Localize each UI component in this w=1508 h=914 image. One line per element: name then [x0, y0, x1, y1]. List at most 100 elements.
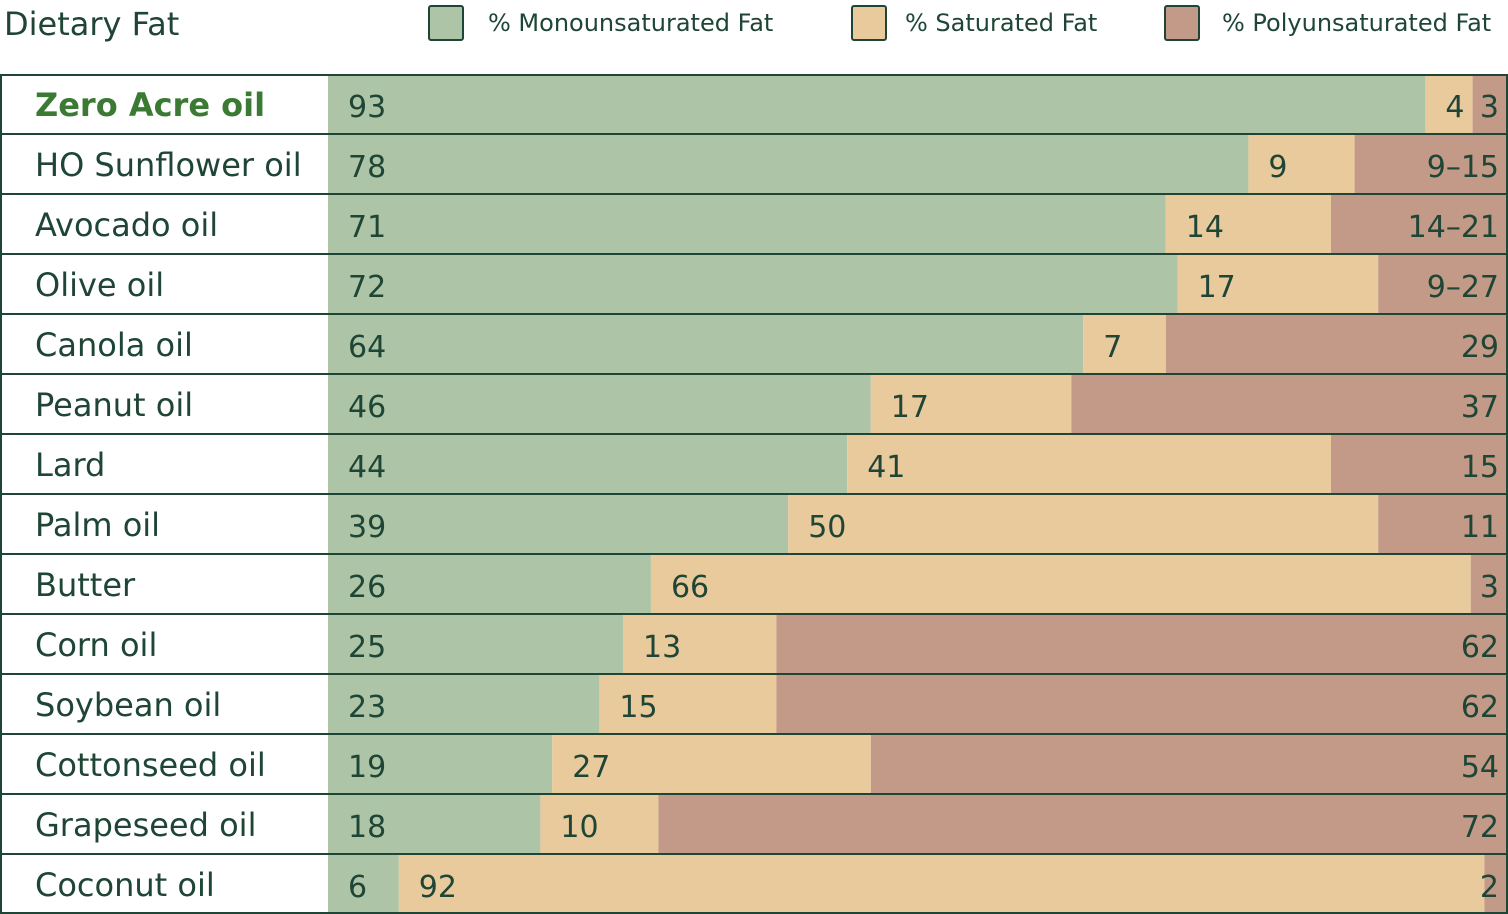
bar-segment-grapeseed-oil-polyunsaturated	[658, 794, 1508, 854]
data-label-canola-oil-saturated: 7	[1103, 330, 1122, 365]
data-label-palm-oil-polyunsaturated: 11	[1461, 510, 1499, 545]
data-label-butter-monounsaturated: 26	[348, 570, 386, 605]
chart-title: Dietary Fat	[4, 5, 180, 43]
row-label-lard: Lard	[35, 446, 105, 484]
data-label-coconut-oil-monounsaturated: 6	[348, 870, 367, 905]
legend-item-polyunsaturated: % Polyunsaturated Fat	[1164, 3, 1491, 43]
data-label-zero-acre-oil-saturated: 4	[1445, 90, 1464, 125]
data-label-butter-saturated: 66	[671, 570, 709, 605]
bar-segment-lard-polyunsaturated	[1331, 434, 1508, 494]
bar-segment-grapeseed-oil-monounsaturated	[328, 794, 541, 854]
bar-segment-peanut-oil-saturated	[870, 374, 1072, 434]
bar-segment-coconut-oil-saturated	[398, 854, 1485, 914]
data-label-lard-polyunsaturated: 15	[1461, 450, 1499, 485]
data-label-palm-oil-monounsaturated: 39	[348, 510, 386, 545]
row-label-ho-sunflower-oil: HO Sunflower oil	[35, 146, 302, 184]
data-label-cottonseed-oil-saturated: 27	[572, 750, 610, 785]
data-label-peanut-oil-saturated: 17	[891, 390, 929, 425]
legend-label-monounsaturated: % Monounsaturated Fat	[488, 9, 774, 37]
row-label-coconut-oil: Coconut oil	[35, 866, 215, 904]
bar-segment-zero-acre-oil-monounsaturated	[328, 74, 1426, 134]
data-label-cottonseed-oil-monounsaturated: 19	[348, 750, 386, 785]
row-label-soybean-oil: Soybean oil	[35, 686, 221, 724]
data-label-zero-acre-oil-polyunsaturated: 3	[1480, 90, 1499, 125]
bar-segment-peanut-oil-polyunsaturated	[1071, 374, 1508, 434]
bar-segment-soybean-oil-polyunsaturated	[776, 674, 1508, 734]
data-label-olive-oil-polyunsaturated: 9–27	[1427, 270, 1499, 305]
data-label-canola-oil-polyunsaturated: 29	[1461, 330, 1499, 365]
bar-segment-zero-acre-oil-polyunsaturated	[1472, 74, 1508, 134]
data-label-butter-polyunsaturated: 3	[1480, 570, 1499, 605]
bar-segment-cottonseed-oil-monounsaturated	[328, 734, 553, 794]
data-label-soybean-oil-saturated: 15	[619, 690, 657, 725]
data-label-olive-oil-saturated: 17	[1198, 270, 1236, 305]
bar-segment-cottonseed-oil-polyunsaturated	[870, 734, 1508, 794]
row-label-grapeseed-oil: Grapeseed oil	[35, 806, 256, 844]
row-label-corn-oil: Corn oil	[35, 626, 157, 664]
data-label-lard-monounsaturated: 44	[348, 450, 386, 485]
data-label-corn-oil-polyunsaturated: 62	[1461, 630, 1499, 665]
data-label-grapeseed-oil-monounsaturated: 18	[348, 810, 386, 845]
bar-segment-olive-oil-polyunsaturated	[1378, 254, 1508, 314]
data-label-palm-oil-saturated: 50	[808, 510, 846, 545]
bar-segment-corn-oil-monounsaturated	[328, 614, 623, 674]
bar-segment-butter-monounsaturated	[328, 554, 651, 614]
bar-segment-corn-oil-saturated	[623, 614, 777, 674]
row-label-cottonseed-oil: Cottonseed oil	[35, 746, 266, 784]
data-label-avocado-oil-saturated: 14	[1186, 210, 1224, 245]
data-label-grapeseed-oil-saturated: 10	[560, 810, 598, 845]
data-label-peanut-oil-monounsaturated: 46	[348, 390, 386, 425]
bar-segment-zero-acre-oil-saturated	[1425, 74, 1473, 134]
data-label-corn-oil-monounsaturated: 25	[348, 630, 386, 665]
stacked-bar-chart: Zero Acre oil 93 4 3HO Sunflower oil 78 9 9–15…	[0, 74, 1508, 914]
legend-swatch-monounsaturated	[428, 5, 464, 41]
bar-segment-olive-oil-saturated	[1177, 254, 1379, 314]
bar-segment-butter-polyunsaturated	[1470, 554, 1508, 614]
bar-segment-avocado-oil-saturated	[1165, 194, 1331, 254]
legend-swatch-saturated	[851, 5, 887, 41]
bar-segment-lard-monounsaturated	[328, 434, 848, 494]
legend-item-monounsaturated: % Monounsaturated Fat	[428, 3, 773, 43]
legend-swatch-polyunsaturated	[1164, 5, 1200, 41]
data-label-cottonseed-oil-polyunsaturated: 54	[1461, 750, 1499, 785]
bar-segment-ho-sunflower-oil-monounsaturated	[328, 134, 1249, 194]
data-label-grapeseed-oil-polyunsaturated: 72	[1461, 810, 1499, 845]
bar-segment-lard-saturated	[847, 434, 1331, 494]
row-label-canola-oil: Canola oil	[35, 326, 193, 364]
data-label-avocado-oil-monounsaturated: 71	[348, 210, 386, 245]
bar-segment-palm-oil-monounsaturated	[328, 494, 789, 554]
data-label-corn-oil-saturated: 13	[643, 630, 681, 665]
bar-segment-peanut-oil-monounsaturated	[328, 374, 871, 434]
bar-segment-grapeseed-oil-saturated	[540, 794, 659, 854]
bar-segment-cottonseed-oil-saturated	[552, 734, 871, 794]
data-label-ho-sunflower-oil-saturated: 9	[1268, 150, 1287, 185]
legend-item-saturated: % Saturated Fat	[851, 3, 1097, 43]
bar-segment-soybean-oil-saturated	[599, 674, 777, 734]
data-label-soybean-oil-monounsaturated: 23	[348, 690, 386, 725]
legend-label-saturated: % Saturated Fat	[905, 9, 1098, 37]
row-label-peanut-oil: Peanut oil	[35, 386, 193, 424]
data-label-ho-sunflower-oil-monounsaturated: 78	[348, 150, 386, 185]
bar-segment-canola-oil-saturated	[1083, 314, 1166, 374]
bar-segment-corn-oil-polyunsaturated	[776, 614, 1508, 674]
data-label-peanut-oil-polyunsaturated: 37	[1461, 390, 1499, 425]
data-label-coconut-oil-saturated: 92	[419, 870, 457, 905]
data-label-avocado-oil-polyunsaturated: 14–21	[1408, 210, 1499, 245]
row-label-palm-oil: Palm oil	[35, 506, 160, 544]
bar-segment-palm-oil-saturated	[788, 494, 1379, 554]
bar-segment-coconut-oil-polyunsaturated	[1484, 854, 1508, 914]
bar-segment-avocado-oil-polyunsaturated	[1331, 194, 1508, 254]
data-label-soybean-oil-polyunsaturated: 62	[1461, 690, 1499, 725]
data-label-canola-oil-monounsaturated: 64	[348, 330, 386, 365]
legend-label-polyunsaturated: % Polyunsaturated Fat	[1222, 9, 1492, 37]
data-label-ho-sunflower-oil-polyunsaturated: 9–15	[1427, 150, 1499, 185]
data-label-olive-oil-monounsaturated: 72	[348, 270, 386, 305]
bar-segment-ho-sunflower-oil-polyunsaturated	[1354, 134, 1508, 194]
bar-segment-canola-oil-polyunsaturated	[1165, 314, 1508, 374]
bar-segment-avocado-oil-monounsaturated	[328, 194, 1166, 254]
bar-segment-soybean-oil-monounsaturated	[328, 674, 600, 734]
data-label-coconut-oil-polyunsaturated: 2	[1480, 870, 1499, 905]
data-label-lard-saturated: 41	[867, 450, 905, 485]
bar-segment-coconut-oil-monounsaturated	[328, 854, 399, 914]
row-label-avocado-oil: Avocado oil	[35, 206, 218, 244]
